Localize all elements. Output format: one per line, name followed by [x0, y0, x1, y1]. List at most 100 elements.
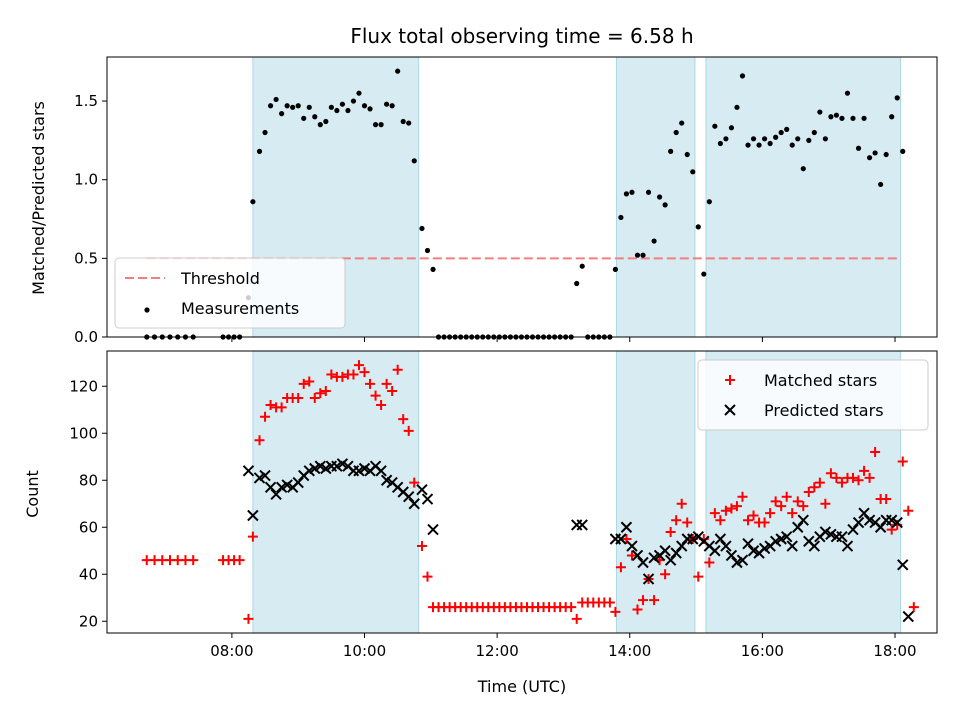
data-point	[339, 101, 346, 107]
data-point	[743, 515, 754, 526]
bottom-y-axis-label: Count	[23, 470, 42, 518]
data-point	[662, 202, 668, 208]
data-point	[375, 465, 387, 477]
data-point	[803, 487, 814, 497]
data-point	[695, 224, 701, 230]
data-point	[632, 604, 643, 615]
data-point	[797, 514, 809, 526]
data-point	[247, 531, 258, 542]
data-point	[247, 509, 259, 522]
x-tick-label: 16:00	[741, 642, 784, 660]
data-point	[656, 194, 663, 200]
data-point	[706, 199, 712, 205]
data-point	[381, 378, 392, 389]
data-point	[348, 369, 359, 380]
data-point	[773, 134, 779, 140]
data-point	[576, 519, 588, 531]
data-point	[566, 602, 577, 613]
data-point	[571, 613, 582, 624]
y-tick-label: 0.0	[74, 328, 98, 346]
data-point	[638, 595, 649, 606]
data-point	[659, 545, 671, 557]
data-point	[250, 199, 256, 205]
data-point	[416, 483, 428, 496]
data-point	[798, 501, 809, 512]
data-point	[574, 280, 580, 287]
data-point	[337, 371, 348, 382]
data-point	[750, 136, 757, 142]
legend: Matched stars Predicted stars	[697, 359, 929, 431]
data-point	[604, 597, 615, 608]
data-point	[422, 571, 433, 582]
data-point	[259, 469, 271, 482]
y-tick-label: 1.0	[74, 171, 98, 189]
data-point	[792, 521, 804, 533]
data-point	[870, 447, 881, 458]
data-point	[323, 118, 329, 125]
data-point	[836, 477, 847, 488]
legend-measurements-swatch	[144, 307, 150, 313]
data-point	[411, 158, 417, 164]
data-point	[260, 411, 271, 422]
data-point	[784, 126, 790, 132]
data-point	[883, 151, 889, 158]
data-point	[610, 606, 621, 617]
data-point	[852, 516, 865, 529]
series-measurements	[144, 68, 906, 340]
data-point	[406, 120, 412, 126]
data-point	[853, 475, 864, 486]
y-tick-label: 1.5	[74, 92, 98, 110]
data-point	[621, 534, 632, 544]
data-point	[256, 148, 263, 154]
data-point	[312, 114, 318, 120]
data-point	[664, 554, 677, 566]
data-point	[384, 101, 390, 107]
data-point	[861, 115, 867, 121]
data-point	[298, 378, 309, 389]
data-point	[720, 505, 731, 516]
data-point	[665, 526, 676, 537]
data-point	[265, 400, 276, 411]
data-point	[679, 120, 685, 126]
x-tick-label: 18:00	[873, 642, 916, 660]
data-point	[317, 122, 323, 128]
data-point	[822, 136, 828, 142]
data-point	[745, 142, 751, 148]
y-tick-label: 100	[69, 424, 98, 442]
data-point	[723, 136, 729, 142]
data-point	[903, 505, 914, 516]
data-point	[844, 90, 851, 96]
data-point	[748, 510, 759, 521]
measurements-panel: 0.0 0.5 1.0 1.5 Threshold Measurements	[74, 56, 938, 346]
data-point	[304, 376, 315, 387]
data-point	[693, 571, 704, 582]
legend-frame	[697, 359, 929, 431]
data-point	[789, 142, 795, 148]
data-point	[850, 115, 856, 121]
data-point	[825, 468, 836, 479]
data-point	[739, 73, 746, 79]
data-point	[326, 369, 337, 380]
data-point	[365, 378, 376, 389]
plot-frame	[106, 56, 938, 338]
data-point	[874, 521, 887, 533]
data-point	[409, 477, 420, 488]
data-point	[279, 111, 285, 117]
data-point	[403, 490, 415, 503]
data-point	[387, 385, 398, 396]
data-point	[626, 540, 638, 552]
data-point	[645, 189, 652, 195]
data-point	[328, 104, 334, 110]
data-point	[320, 385, 331, 396]
data-point	[359, 367, 370, 378]
count-panel: 20 40 60 80 100 120 08:00 10:00 12:00 14:00 16:00 1…	[69, 350, 938, 660]
data-point	[640, 252, 646, 258]
data-point	[649, 595, 660, 606]
data-point	[631, 549, 644, 562]
y-tick-label: 40	[79, 565, 98, 583]
data-point	[670, 547, 682, 559]
data-point	[353, 360, 364, 371]
data-point	[579, 263, 585, 269]
data-point	[778, 129, 784, 136]
data-point	[897, 456, 908, 467]
